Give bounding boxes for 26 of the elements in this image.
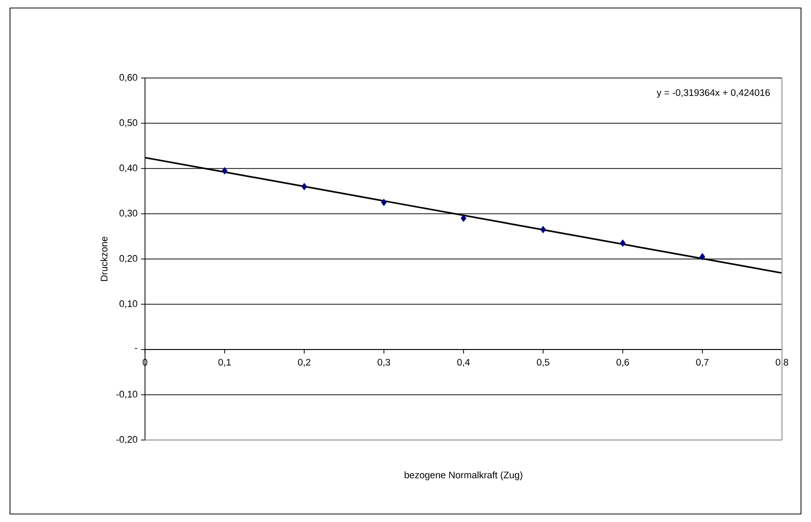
x-tick-label: 0,2 bbox=[298, 358, 310, 367]
point bbox=[620, 239, 626, 247]
point bbox=[540, 226, 546, 234]
x-tick-label: 0,3 bbox=[378, 358, 390, 367]
y-axis-title: Druckzone bbox=[100, 236, 108, 281]
point bbox=[460, 214, 466, 222]
annotation: y = -0,319364x + 0,424016 bbox=[656, 89, 770, 98]
point bbox=[301, 182, 308, 190]
y-tick-label: -0,20 bbox=[116, 436, 138, 444]
y-tick-label: 0,60 bbox=[120, 74, 138, 82]
x-tick-label: 0,5 bbox=[536, 358, 550, 367]
y-tick-label: 0,50 bbox=[120, 119, 138, 128]
x-axis-title: bezogene Normalkraft (Zug) bbox=[404, 471, 522, 480]
point bbox=[381, 198, 387, 206]
x-tick-label: 0,4 bbox=[457, 358, 470, 367]
x-tick-label: 0,1 bbox=[218, 358, 231, 367]
x-tick-label: 0,7 bbox=[696, 358, 709, 367]
y-tick-label: -0,10 bbox=[116, 390, 138, 399]
y-tick-label: - bbox=[134, 348, 138, 349]
y-tick-label: 0,30 bbox=[120, 210, 138, 218]
x-tick-label: 0,6 bbox=[616, 358, 629, 367]
y-tick-label: 0,20 bbox=[120, 255, 138, 263]
y-tick-label: 0,40 bbox=[120, 164, 138, 172]
point bbox=[222, 167, 228, 174]
point bbox=[700, 253, 706, 260]
y-tick-label: 0,10 bbox=[120, 300, 138, 308]
